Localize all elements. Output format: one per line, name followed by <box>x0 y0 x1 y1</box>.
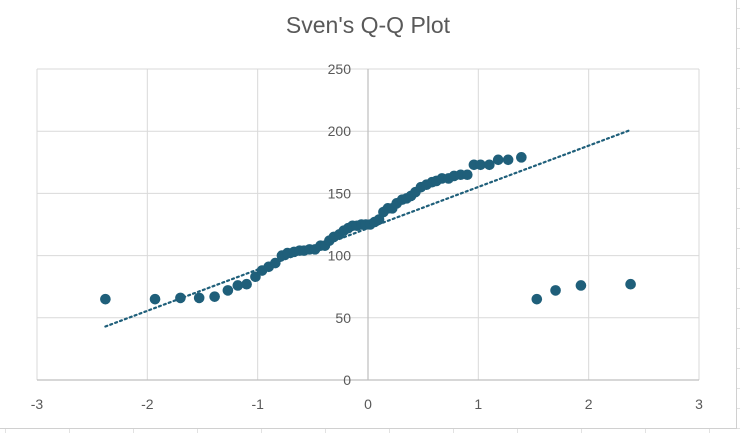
data-point <box>175 292 186 304</box>
x-tick-label: 1 <box>474 396 482 412</box>
x-tick-label: 0 <box>364 396 372 412</box>
data-point <box>484 159 495 171</box>
data-point <box>575 280 587 291</box>
data-point <box>100 293 111 305</box>
x-tick-label: 3 <box>695 396 703 412</box>
chart-title: Sven's Q-Q Plot <box>285 12 451 38</box>
y-tick-label: 250 <box>328 61 352 77</box>
data-point <box>625 278 636 290</box>
data-point <box>462 169 473 181</box>
data-point <box>516 152 527 163</box>
y-tick-label: 50 <box>335 310 351 326</box>
y-tick-label: 100 <box>328 248 352 264</box>
data-point <box>250 271 261 283</box>
data-point <box>270 257 281 269</box>
x-tick-label: 2 <box>585 396 593 412</box>
data-point <box>492 154 504 166</box>
y-tick-label: 0 <box>343 372 351 388</box>
data-point <box>209 291 220 302</box>
y-tick-label: 200 <box>328 123 352 139</box>
data-point <box>149 293 161 305</box>
y-tick-label: 150 <box>328 185 352 201</box>
data-point <box>502 154 514 166</box>
data-point <box>475 159 486 171</box>
data-point <box>241 278 252 290</box>
x-tick-label: -2 <box>141 396 154 412</box>
data-point <box>550 285 561 296</box>
data-point <box>232 280 244 291</box>
data-point <box>222 285 234 296</box>
x-tick-label: -1 <box>251 396 264 412</box>
data-point <box>531 293 543 305</box>
x-tick-label: -3 <box>31 396 44 412</box>
data-point <box>193 292 205 304</box>
